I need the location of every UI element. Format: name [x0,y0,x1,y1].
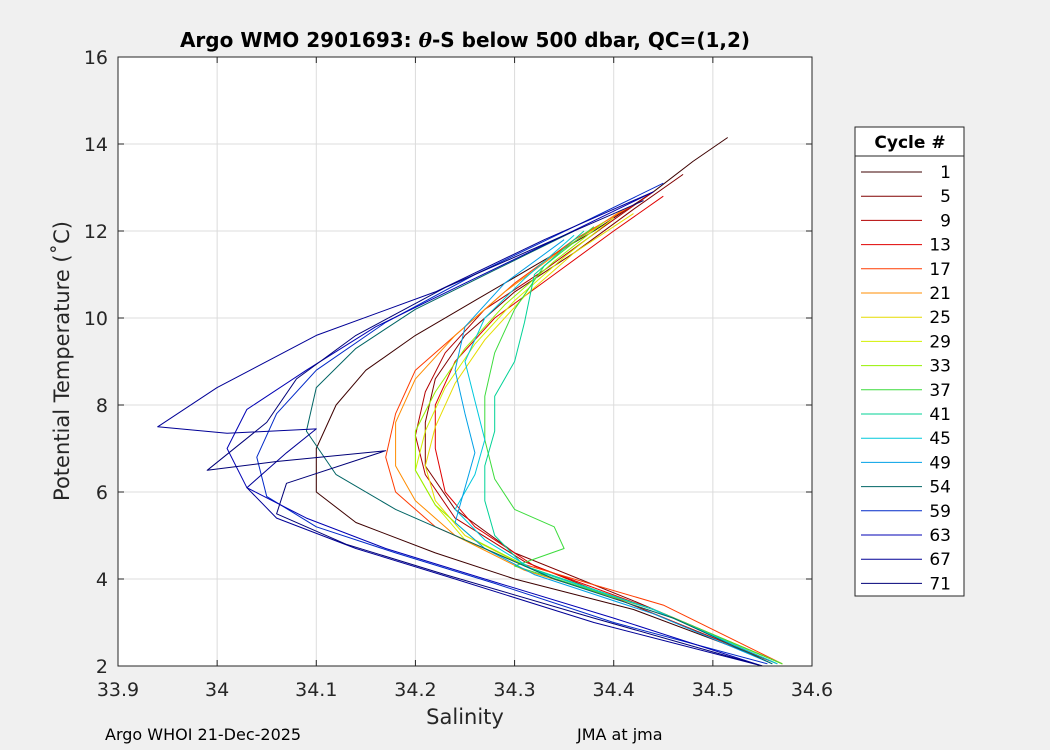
legend-label-cycle-63: 63 [929,526,951,546]
y-tick-label: 10 [84,308,108,330]
legend-label-cycle-29: 29 [929,332,951,352]
series-lines [157,137,783,667]
x-tick-label: 34.1 [295,679,337,701]
series-line-cycle-41 [484,230,778,665]
legend: Cycle # 15913172125293337414549545963677… [854,126,965,597]
footer-dac: JMA at jma [577,725,663,744]
series-line-cycle-17 [385,204,783,665]
legend-label-cycle-1: 1 [940,163,951,183]
legend-label-cycle-9: 9 [940,211,951,231]
legend-label-cycle-5: 5 [940,187,951,207]
series-line-cycle-21 [395,208,783,665]
legend-label-cycle-25: 25 [929,308,951,328]
footer-source: Argo WHOI 21-Dec-2025 [105,725,302,744]
y-tick-label: 16 [84,47,108,69]
series-line-cycle-54 [305,230,773,665]
x-tick-label: 34 [205,679,229,701]
chart-title: Argo WMO 2901693: θ-S below 500 dbar, QC… [180,28,750,52]
series-line-cycle-37 [484,226,783,665]
x-tick-label: 34.2 [394,679,436,701]
title-suffix: -S below 500 dbar, QC=(1,2) [432,28,750,52]
legend-box [854,126,965,597]
x-axis-label: Salinity [426,705,504,729]
legend-label-cycle-59: 59 [929,502,951,522]
y-tick-label: 6 [96,482,108,504]
x-tick-label: 34.6 [791,679,833,701]
y-tick-label: 8 [96,395,108,417]
title-prefix: Argo WMO 2901693: [180,28,419,52]
axes-box [117,56,813,667]
legend-label-cycle-37: 37 [929,381,951,401]
series-line-cycle-63 [226,191,763,667]
x-tick-label: 34.4 [593,679,635,701]
y-tick-label: 12 [84,221,108,243]
series-line-cycle-71 [206,200,763,667]
axis-ticks: 33.9 34 34.1 34.2 34.3 34.4 34.5 34.6 2 4 6 8 10 12 14… [84,47,833,701]
y-tick-label: 4 [96,569,108,591]
legend-label-cycle-45: 45 [929,429,951,449]
series-line-cycle-1 [315,137,773,663]
legend-label-cycle-49: 49 [929,453,951,473]
x-tick-label: 34.5 [692,679,734,701]
legend-label-cycle-41: 41 [929,405,951,425]
series-line-cycle-67 [157,191,763,667]
series-line-cycle-49 [454,239,773,665]
y-axis-label: Potential Temperature (˚C) [50,221,74,501]
title-theta-symbol: θ [419,28,433,52]
x-tick-label: 34.3 [493,679,535,701]
y-tick-label: 14 [84,134,108,156]
series-line-cycle-45 [454,234,778,665]
y-tick-label: 2 [96,656,108,678]
grid [118,57,812,666]
legend-label-cycle-54: 54 [929,478,951,498]
legend-label-cycle-67: 67 [929,550,951,570]
legend-label-cycle-17: 17 [929,260,951,280]
legend-title: Cycle # [874,133,945,153]
x-tick-label: 33.9 [97,679,139,701]
legend-label-cycle-71: 71 [929,574,951,594]
legend-label-cycle-13: 13 [929,236,951,256]
legend-label-cycle-33: 33 [929,357,951,377]
legend-label-cycle-21: 21 [929,284,951,304]
